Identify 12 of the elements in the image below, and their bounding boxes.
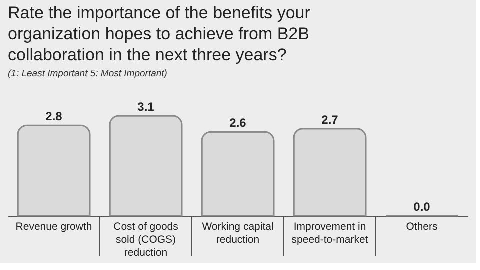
x-tick-label: Working capital reduction — [202, 221, 274, 246]
chart-title: Rate the importance of the benefits your organization hopes to achieve from B2B collaboration in the next three years? — [8, 4, 311, 64]
chart-subtitle: (1: Least Important 5: Most Important) — [8, 68, 168, 80]
data-label: 2.8 — [46, 110, 63, 124]
data-label: 3.1 — [138, 100, 155, 114]
x-tick-label: Cost of goods sold (COGS) reduction — [114, 221, 178, 259]
data-label: 2.7 — [322, 112, 339, 127]
x-tick-label: Improvement in speed-to-market — [292, 221, 368, 246]
x-tick-label: Others — [406, 221, 438, 233]
data-label: 0.0 — [414, 200, 431, 214]
x-tick-label: Revenue growth — [16, 221, 92, 233]
data-label: 2.6 — [230, 116, 247, 130]
